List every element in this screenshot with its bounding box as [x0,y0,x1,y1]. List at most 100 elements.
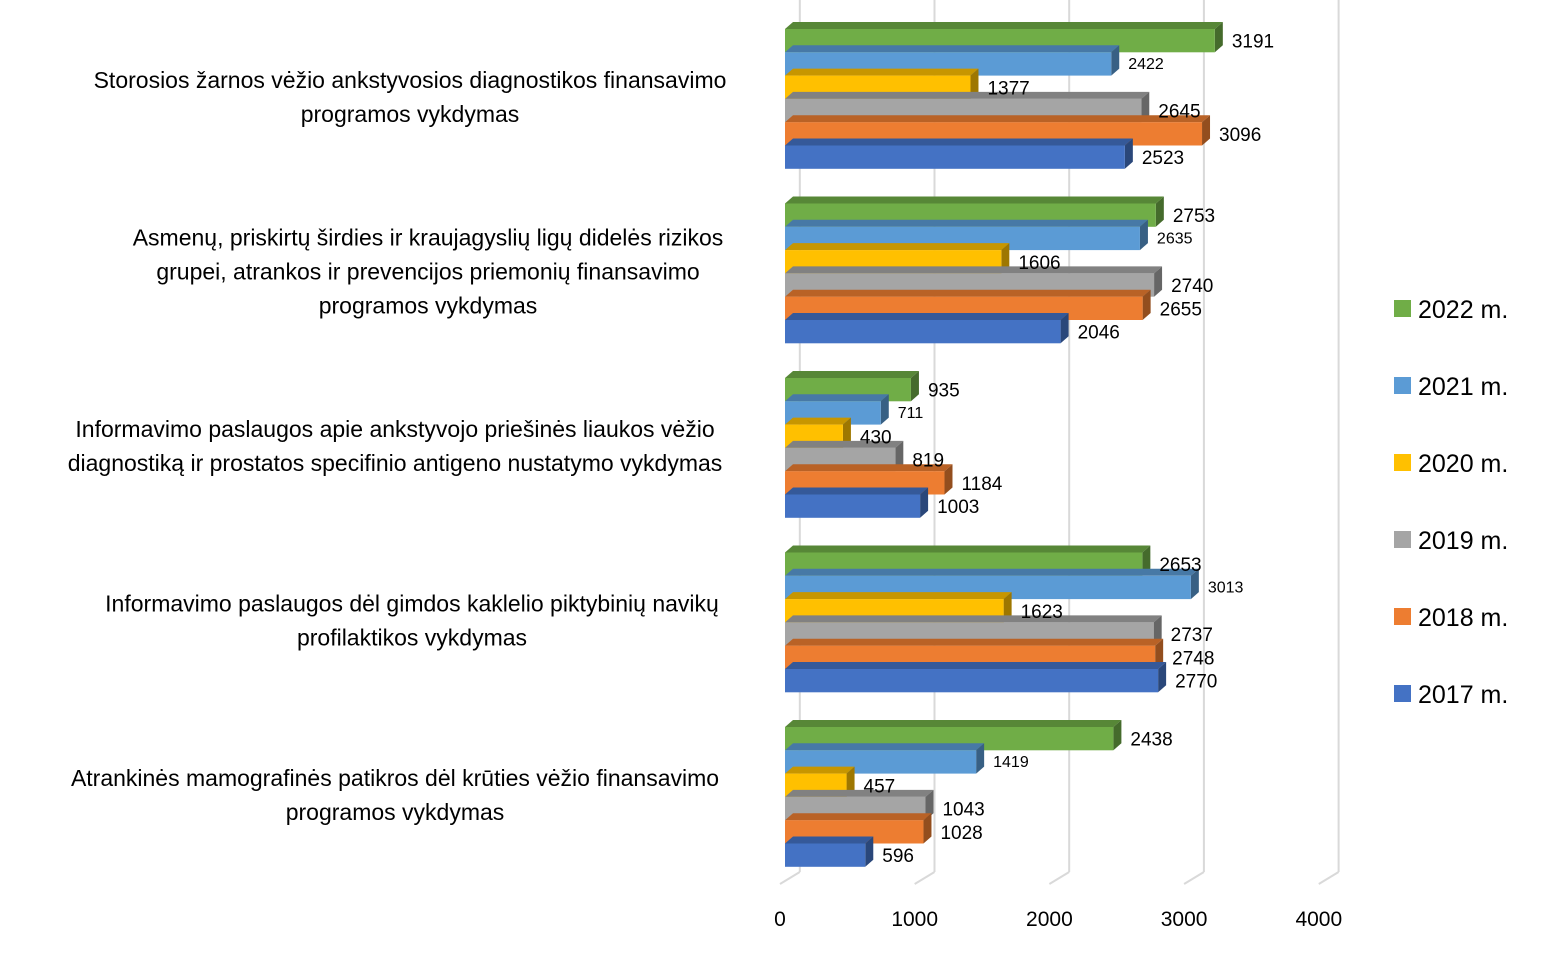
bar-top-face [785,592,1012,600]
data-label: 3191 [1232,32,1274,53]
category-label: Informavimo paslaugos apie ankstyvojo pr… [75,416,714,442]
data-label: 457 [864,776,896,797]
data-label: 819 [912,451,944,472]
legend-entry: 2021 m. [1394,373,1508,401]
category-label: Storosios žarnos vėžio ankstyvosios diag… [94,67,727,93]
data-label: 2753 [1173,206,1215,227]
bar-side-face [1142,289,1151,320]
data-label: 2523 [1142,148,1184,169]
bar-side-face [970,68,979,99]
data-label: 1419 [993,754,1029,771]
data-label: 2422 [1128,56,1164,73]
bars [785,22,1223,867]
data-label: 2438 [1130,730,1172,751]
bar-side-face [1060,313,1069,344]
legend-label: 2017 m. [1418,681,1508,709]
floor-line [1318,871,1340,885]
bar-top-face [785,720,1122,727]
bar-front-face [785,843,866,867]
legend: 2022 m. 2021 m. 2020 m. 2019 m. 2018 m. 2017 … [1394,296,1508,709]
legend-swatch [1394,685,1411,702]
data-label: 1043 [942,800,984,821]
data-label: 2653 [1159,555,1201,576]
bar-top-face [785,464,953,472]
floor-line [1183,871,1205,885]
bar [785,836,874,867]
legend-swatch [1394,531,1411,548]
data-label: 2645 [1158,102,1200,123]
bar-side-face [880,394,889,425]
bar-top-face [785,545,1151,553]
category-label: grupei, atrankos ir prevencijos priemoni… [156,258,699,284]
bar-front-face [785,320,1061,344]
floor-line [779,871,801,885]
data-label: 596 [882,846,914,867]
data-label: 1623 [1021,602,1063,623]
x-tick-label: 0 [774,908,786,931]
legend-label: 2018 m. [1418,604,1508,632]
category-label: programos vykdymas [286,799,505,825]
legend-entry: 2019 m. [1394,527,1508,555]
category-label: Atrankinės mamografinės patikros dėl krū… [71,765,719,791]
data-label: 711 [898,405,924,422]
bar-side-face [1155,196,1164,227]
bar-side-face [1111,45,1120,76]
bar-side-face [895,440,904,472]
data-label: 1184 [961,474,1002,495]
legend-label: 2022 m. [1418,296,1508,324]
bar-front-face [785,669,1159,693]
bar-side-face [1202,115,1211,146]
data-label: 2770 [1175,672,1217,693]
bar-side-face [846,766,855,797]
bar-top-face [785,138,1133,146]
legend-entry: 2017 m. [1394,681,1508,709]
bar-side-face [1001,243,1010,274]
data-labels: 3191 2422 1377 2645 3096 2523 2753 2635 1606 2740… [860,32,1274,868]
category-label: profilaktikos vykdymas [297,624,527,650]
bar-top-face [785,394,889,402]
bar-side-face [1003,592,1012,623]
bar-side-face [925,789,934,821]
bar-side-face [923,813,932,844]
bar-top-face [785,568,1199,576]
bar-top-face [785,836,874,844]
bar-top-face [785,638,1164,646]
bar-side-face [1139,219,1148,251]
bar-top-face [785,91,1150,99]
data-label: 2046 [1078,323,1120,344]
category-labels: Storosios žarnos vėžio ankstyvosios diag… [68,67,727,825]
bar-top-face [785,266,1163,274]
x-tick-label: 4000 [1295,908,1342,931]
bar-side-face [842,417,851,448]
data-label: 1003 [937,497,979,518]
bar-front-face [785,145,1125,169]
legend-swatch [1394,608,1411,625]
bar-side-face [1190,568,1199,600]
bar-top-face [785,115,1211,123]
bar-front-face [785,494,921,518]
data-label: 3096 [1219,125,1261,146]
x-tick-label: 2000 [1026,908,1073,931]
bar-top-face [785,313,1069,320]
bar-side-face [920,487,929,518]
category-label: programos vykdymas [301,101,520,127]
legend-label: 2019 m. [1418,527,1508,555]
bar-side-face [1158,662,1167,693]
bar [785,313,1069,344]
legend-entry: 2022 m. [1394,296,1508,324]
bar [785,487,929,518]
bar-side-face [1154,266,1163,297]
bar-top-face [785,196,1164,204]
bar-top-face [785,22,1223,29]
category-label: programos vykdymas [319,292,538,318]
bar-top-face [785,45,1120,53]
bar-top-face [785,219,1148,227]
x-axis: 0 1000 2000 3000 4000 [774,908,1342,931]
bar-side-face [976,743,985,774]
data-label: 1028 [940,823,982,844]
bar-top-face [785,743,985,751]
floor-line [914,871,936,885]
data-label: 935 [928,381,960,402]
